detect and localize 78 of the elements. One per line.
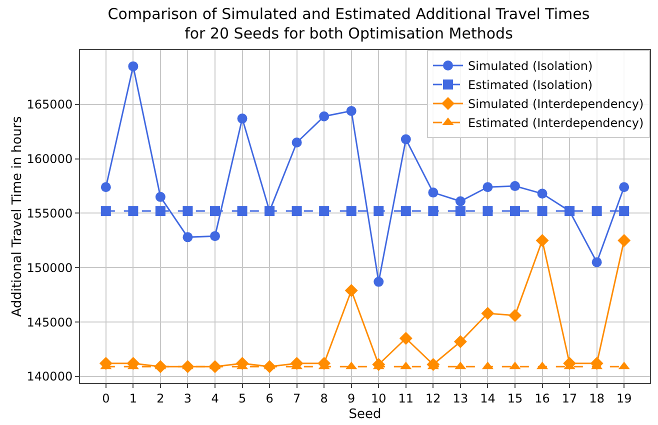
point [155,206,166,216]
point [537,188,548,199]
point [264,206,275,216]
x-tick-label: 9 [348,391,356,406]
point [319,111,330,122]
point [128,206,138,216]
point [564,206,575,216]
x-tick-label: 3 [184,391,192,406]
point [510,181,520,192]
point [374,206,384,216]
x-tick-label: 18 [589,391,604,406]
point [346,106,356,116]
point [182,206,193,216]
point [619,182,630,192]
y-tick-label: 165000 [26,98,73,112]
point [592,257,602,268]
chart-title: Comparison of Simulated and Estimated Additional Travel Times for 20 Seeds for both Optimisation Methods [108,5,590,43]
y-tick-label: 160000 [26,152,73,166]
x-tick-label: 12 [426,391,441,406]
legend-label: Simulated (Interdependency) [468,97,644,112]
point [455,206,466,216]
x-tick-label: 7 [293,391,301,406]
point [455,196,466,206]
point [481,306,494,320]
point [346,206,356,216]
point [210,206,220,216]
point [536,234,549,247]
x-tick-label: 16 [534,391,550,406]
point [155,192,166,202]
point [319,206,330,216]
x-tick-label: 1 [129,391,137,406]
point [237,114,248,124]
point [399,332,412,345]
x-tick-label: 5 [238,391,246,406]
y-tick-label: 140000 [26,370,73,384]
y-axis-title: Additional Travel Time in hours [10,116,25,317]
legend-label: Estimated (Interdependency) [468,116,644,130]
point [128,61,138,72]
x-axis-title: Seed [348,407,382,422]
y-tick-label: 145000 [26,315,73,330]
point [400,134,411,144]
point [510,206,520,216]
x-tick-label: 2 [156,391,164,406]
x-tick-label: 10 [371,391,386,406]
point [100,182,111,192]
x-tick-label: 19 [616,391,632,406]
point [454,335,467,348]
x-tick-label: 11 [398,391,414,406]
point [182,232,193,242]
x-tick-label: 6 [266,391,274,406]
x-tick-label: 0 [102,391,110,406]
point [237,206,248,216]
point [592,206,602,216]
point [344,284,358,297]
x-tick-label: 13 [452,391,468,406]
x-tick-label: 17 [562,391,578,406]
y-tick-label: 155000 [26,206,73,220]
point [619,206,630,216]
legend-label: Estimated (Isolation) [468,78,593,92]
point [292,206,302,216]
point [292,138,302,148]
point [428,206,438,216]
x-tick-label: 15 [507,391,523,406]
x-tick-label: 14 [480,391,496,406]
point [400,206,411,216]
point [428,188,438,198]
point [100,206,111,216]
point [508,309,522,322]
point [374,276,384,287]
y-tick-label: 150000 [26,260,73,275]
point [482,206,493,216]
point [482,182,493,192]
point [618,234,631,247]
x-tick-label: 4 [211,391,219,406]
x-tick-label: 8 [320,391,328,406]
point [210,231,220,242]
legend-label: Simulated (Isolation) [468,59,593,74]
point [537,206,548,216]
